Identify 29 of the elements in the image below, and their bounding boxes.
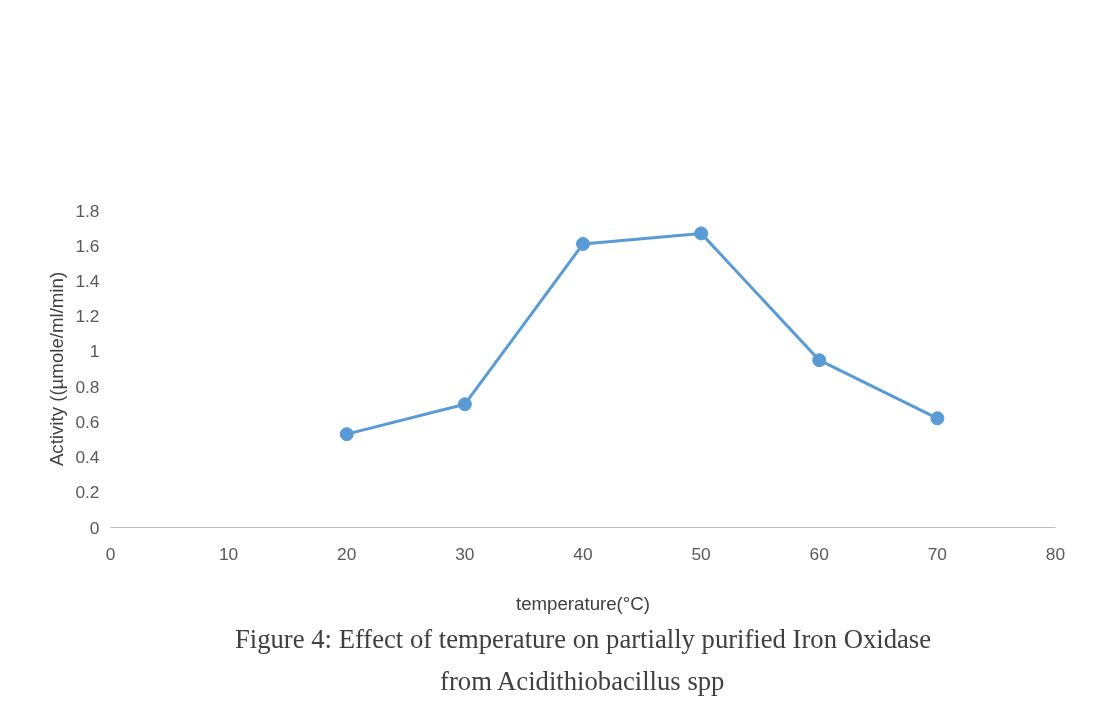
point (576, 236, 590, 251)
x-tick-label: 40 (573, 543, 593, 564)
x-tick-label: 20 (337, 543, 357, 564)
point (339, 427, 354, 442)
point (457, 397, 472, 412)
text: from Acidithiobacillus spp (440, 665, 725, 696)
y-tick-label: 1 (89, 341, 100, 362)
y-tick-label: 1.6 (75, 235, 100, 256)
caption: Figure 4: Effect of temperature on partially purified Iron Oxidase (234, 623, 932, 654)
y-tick-label: 0.6 (75, 411, 100, 432)
y-axis-title: Activity ((µmole/ml/min) (46, 271, 68, 467)
x-tick-label: 10 (218, 543, 239, 564)
x-tick-label: 70 (927, 543, 948, 564)
y-tick-label: 0.2 (75, 482, 100, 503)
y-tick-label: 0.4 (75, 447, 100, 468)
y-tick-label: 1.4 (75, 270, 100, 291)
y-tick-label: 1.2 (75, 306, 100, 327)
point (812, 353, 827, 368)
y-tick-label: 0 (89, 517, 100, 538)
x-axis-title: temperature(°C) (516, 592, 650, 614)
x-tick-label: 50 (691, 543, 711, 564)
x-tick-label: 0 (105, 543, 116, 564)
y-tick-label: 1.8 (75, 200, 100, 221)
x-tick-label: 30 (455, 543, 475, 564)
point (694, 226, 709, 241)
point (930, 411, 945, 426)
x-tick-label: 80 (1045, 543, 1066, 564)
x-tick-label: 60 (809, 543, 829, 564)
y-tick-label: 0.8 (75, 376, 100, 397)
